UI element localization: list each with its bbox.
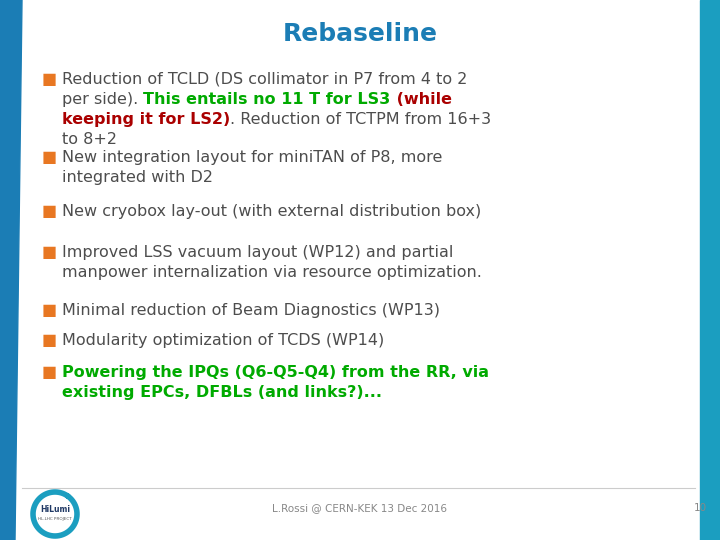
Text: Reduction of TCLD (DS collimator in P7 from 4 to 2: Reduction of TCLD (DS collimator in P7 f… bbox=[62, 72, 467, 87]
Text: ■: ■ bbox=[42, 365, 57, 380]
Text: HL-LHC PROJECT: HL-LHC PROJECT bbox=[38, 517, 72, 521]
Text: (while: (while bbox=[391, 92, 451, 107]
Polygon shape bbox=[700, 0, 720, 540]
Text: Improved LSS vacuum layout (WP12) and partial: Improved LSS vacuum layout (WP12) and pa… bbox=[62, 245, 454, 260]
Text: Powering the IPQs (Q6-Q5-Q4) from the RR, via: Powering the IPQs (Q6-Q5-Q4) from the RR… bbox=[62, 365, 489, 380]
Text: . Reduction of TCTPM from 16+3: . Reduction of TCTPM from 16+3 bbox=[230, 112, 491, 127]
Circle shape bbox=[40, 499, 70, 529]
Text: Minimal reduction of Beam Diagnostics (WP13): Minimal reduction of Beam Diagnostics (W… bbox=[62, 303, 440, 318]
Text: ■: ■ bbox=[42, 303, 57, 318]
Text: 10: 10 bbox=[693, 503, 706, 513]
Text: integrated with D2: integrated with D2 bbox=[62, 170, 213, 185]
Text: ■: ■ bbox=[42, 150, 57, 165]
Text: manpower internalization via resource optimization.: manpower internalization via resource op… bbox=[62, 265, 482, 280]
Text: This entails no 11 T for LS3: This entails no 11 T for LS3 bbox=[143, 92, 391, 107]
Text: ■: ■ bbox=[42, 245, 57, 260]
Polygon shape bbox=[0, 0, 22, 540]
Text: Modularity optimization of TCDS (WP14): Modularity optimization of TCDS (WP14) bbox=[62, 333, 384, 348]
Text: New cryobox lay-out (with external distribution box): New cryobox lay-out (with external distr… bbox=[62, 204, 481, 219]
Text: HiLumi: HiLumi bbox=[40, 505, 70, 515]
Text: Rebaseline: Rebaseline bbox=[282, 22, 438, 46]
Text: New integration layout for miniTAN of P8, more: New integration layout for miniTAN of P8… bbox=[62, 150, 442, 165]
Text: ■: ■ bbox=[42, 72, 57, 87]
Text: L.Rossi @ CERN-KEK 13 Dec 2016: L.Rossi @ CERN-KEK 13 Dec 2016 bbox=[272, 503, 448, 513]
Text: per side).: per side). bbox=[62, 92, 143, 107]
Text: existing EPCs, DFBLs (and links?)...: existing EPCs, DFBLs (and links?)... bbox=[62, 385, 382, 400]
Text: keeping it for LS2): keeping it for LS2) bbox=[62, 112, 230, 127]
Text: ■: ■ bbox=[42, 204, 57, 219]
Text: ■: ■ bbox=[42, 333, 57, 348]
Text: to 8+2: to 8+2 bbox=[62, 132, 117, 147]
